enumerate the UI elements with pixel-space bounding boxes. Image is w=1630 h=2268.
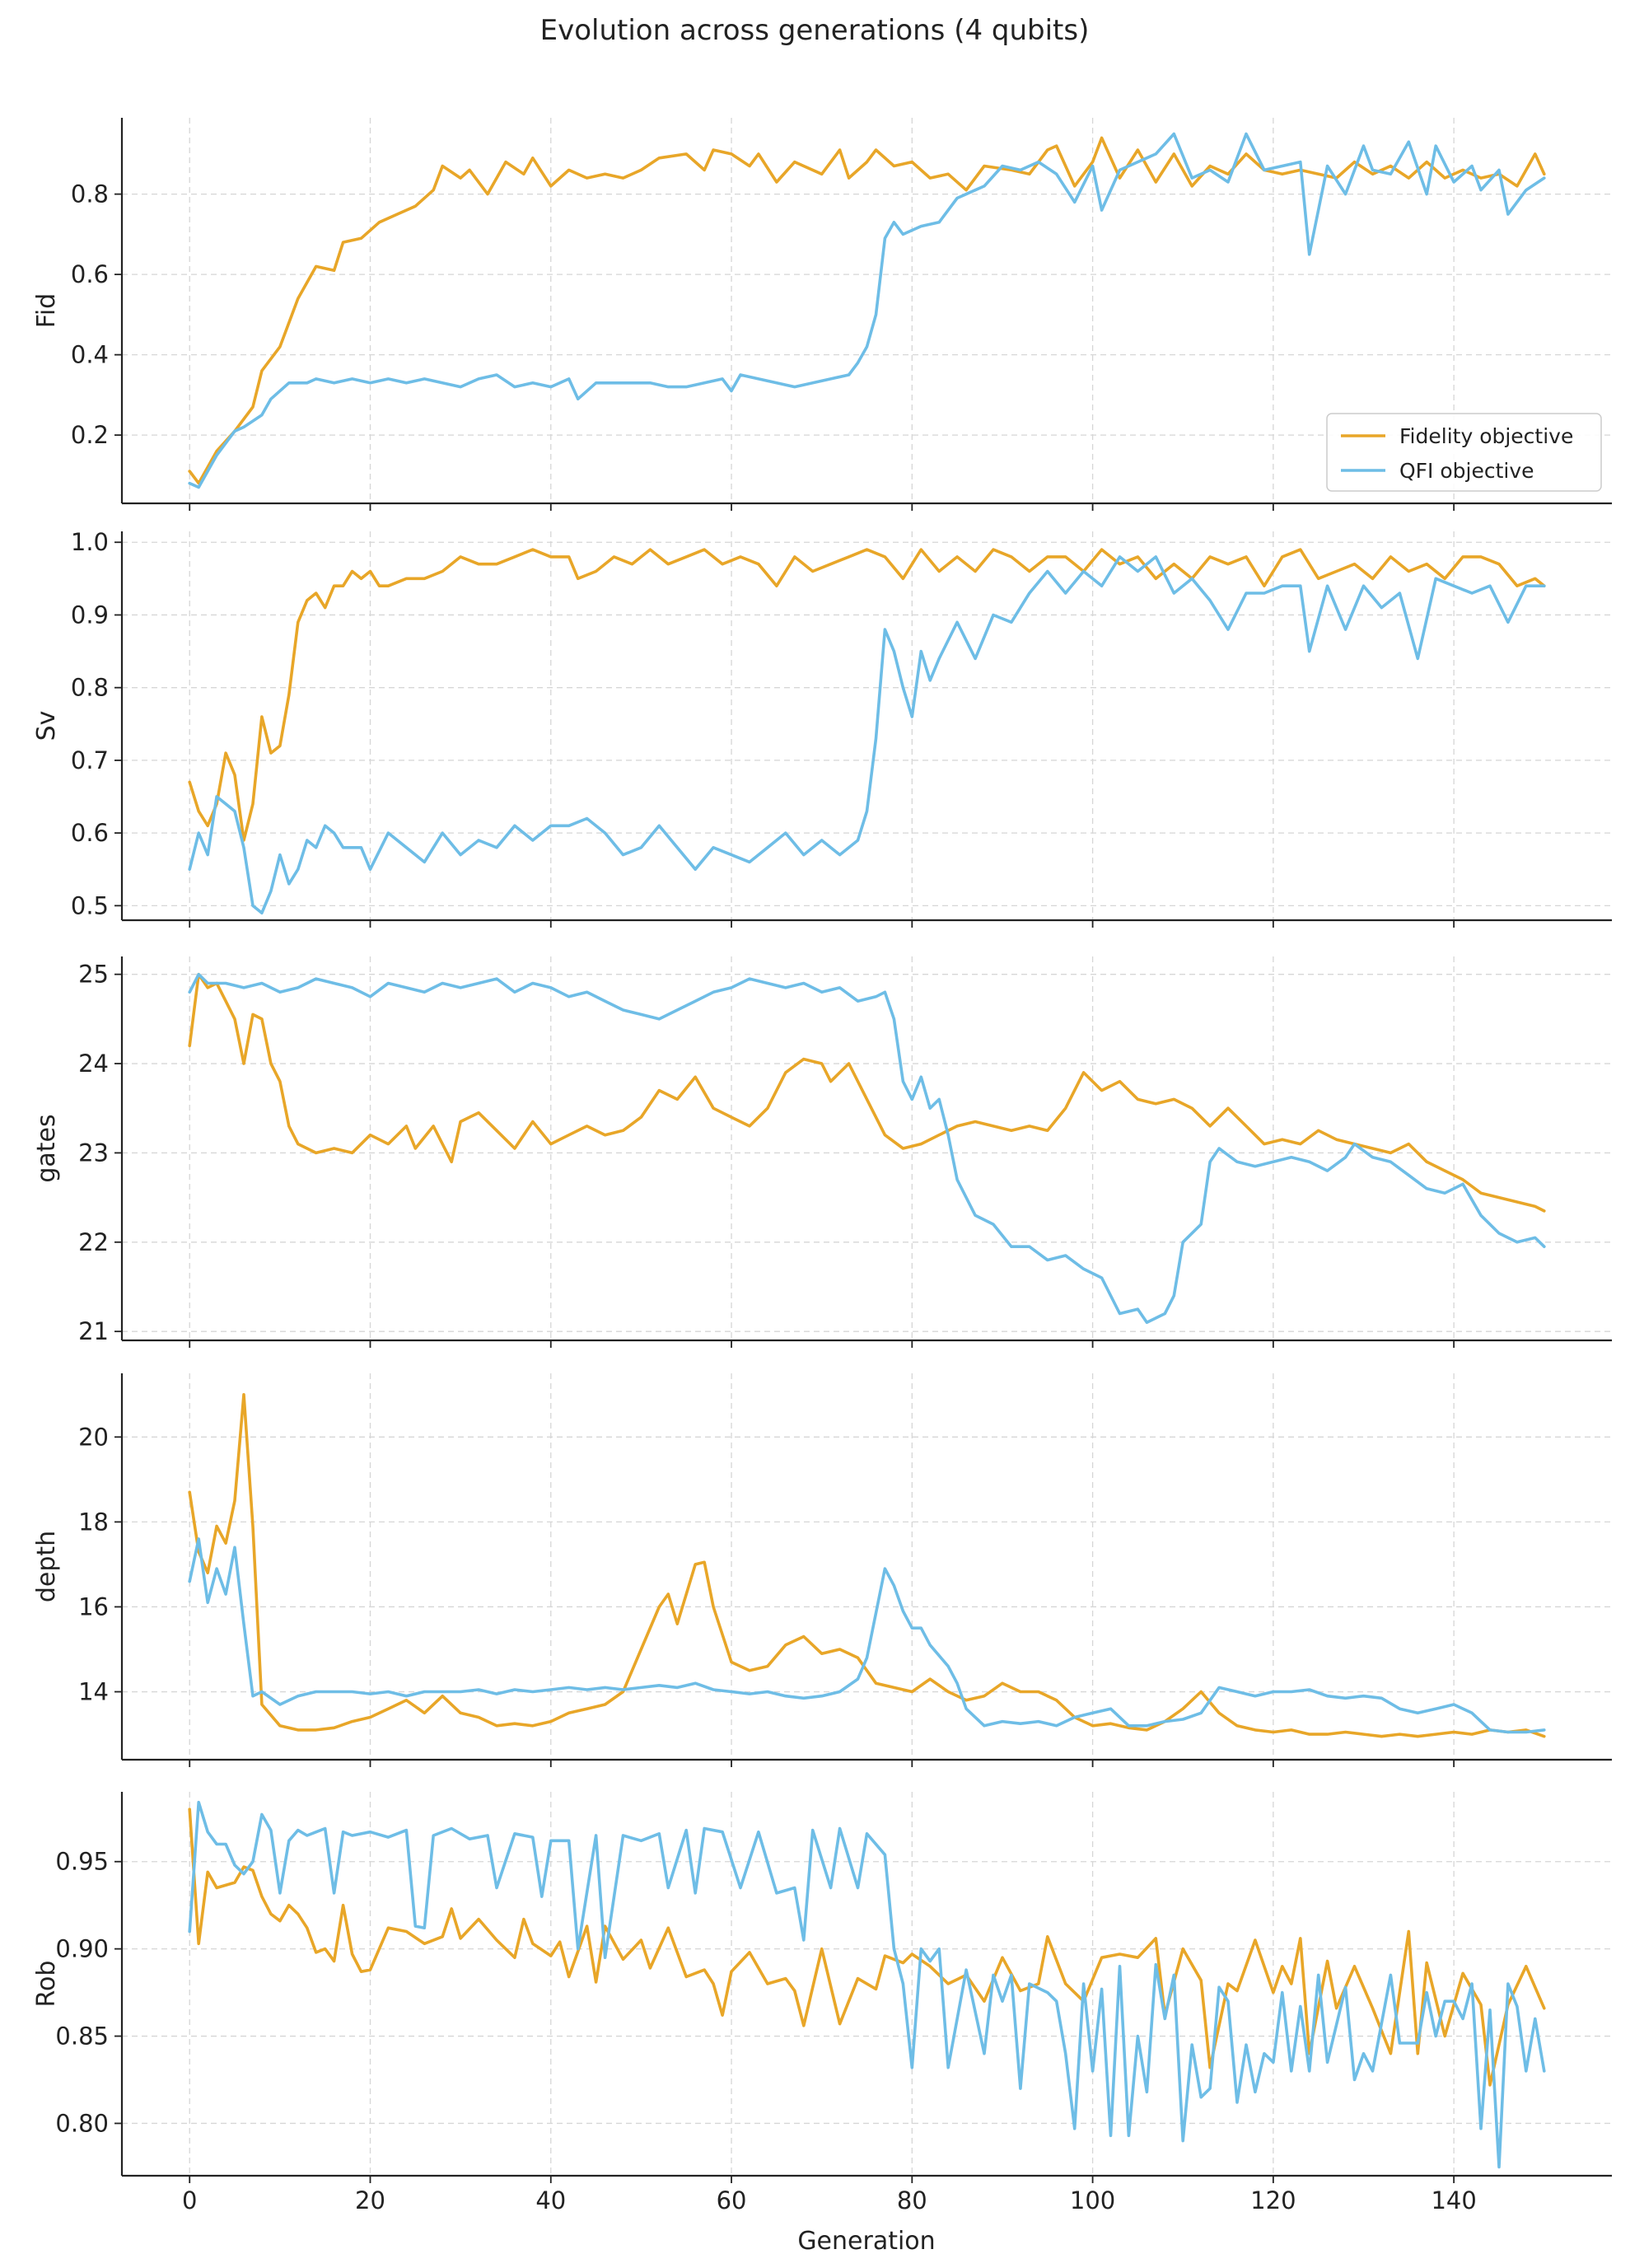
x-tick-label: 0 [182,2186,197,2214]
panel-gates: 21 22 23 24 25 gates [32,956,1612,1348]
series-line-qfi [188,555,1546,914]
series-line-fidelity [188,1393,1546,1738]
x-axis-label: Generation [797,2227,935,2256]
panel-depth: 14 16 18 20 depth [32,1373,1612,1767]
y-tick-label: 24 [78,1050,109,1078]
y-tick-label: 0.6 [71,819,109,847]
y-tick-label: 0.2 [71,421,109,449]
x-tick-label: 100 [1070,2186,1115,2214]
x-tick-label: 60 [717,2186,747,2214]
panel-rob: 0.80 0.85 0.90 0.95 0 20 40 60 80 100 120 140 Rob [32,1792,1612,2214]
series-line-fidelity [188,136,1546,485]
x-tick-label: 80 [897,2186,927,2214]
legend-box [1326,413,1602,492]
y-tick-label: 1.0 [71,528,109,556]
y-tick-label: 16 [78,1592,109,1620]
series-line-fidelity [188,972,1546,1213]
y-axis-label: depth [32,1531,61,1602]
y-tick-label: 20 [78,1423,109,1451]
legend: Fidelity objective QFI objective [1326,413,1602,492]
x-tick-label: 120 [1250,2186,1296,2214]
y-axis-label: gates [32,1114,61,1182]
y-tick-label: 18 [78,1508,109,1536]
series-line-qfi [188,1537,1546,1734]
legend-entry: QFI objective [1399,459,1534,483]
y-tick-label: 21 [78,1317,109,1345]
series-line-qfi [188,1800,1546,2169]
series-line-fidelity [188,1807,1546,2087]
series-line-fidelity [188,548,1546,842]
panels-group: 0.2 0.4 0.6 0.8 Fid Fidelity objective QFI obj… [32,118,1612,2214]
x-tick-label: 20 [355,2186,385,2214]
y-tick-label: 0.4 [71,341,109,369]
series-line-qfi [188,132,1546,489]
x-tick-label: 40 [535,2186,566,2214]
panel-sv: 0.5 0.6 0.7 0.8 0.9 1.0 Sv [32,528,1612,928]
y-tick-label: 0.85 [55,2022,109,2051]
y-tick-label: 0.8 [71,180,109,208]
x-tick-label: 140 [1431,2186,1476,2214]
y-tick-label: 0.80 [55,2109,109,2137]
series-line-qfi [188,972,1546,1325]
y-tick-label: 0.95 [55,1848,109,1876]
y-tick-label: 22 [78,1228,109,1256]
y-tick-label: 14 [78,1678,109,1706]
y-tick-label: 0.5 [71,891,109,919]
y-axis-label: Sv [32,711,61,741]
y-tick-label: 0.9 [71,601,109,629]
y-axis-label: Rob [32,1961,61,2008]
y-tick-label: 25 [78,961,109,989]
y-tick-label: 0.90 [55,1935,109,1963]
legend-entry: Fidelity objective [1399,424,1573,448]
y-tick-label: 0.8 [71,674,109,702]
y-tick-label: 0.6 [71,260,109,288]
y-tick-label: 0.7 [71,746,109,774]
chart-title: Evolution across generations (4 qubits) [540,14,1090,47]
y-tick-label: 23 [78,1139,109,1167]
panel-fid: 0.2 0.4 0.6 0.8 Fid Fidelity objective QFI obj… [32,118,1612,511]
y-axis-label: Fid [32,293,61,328]
